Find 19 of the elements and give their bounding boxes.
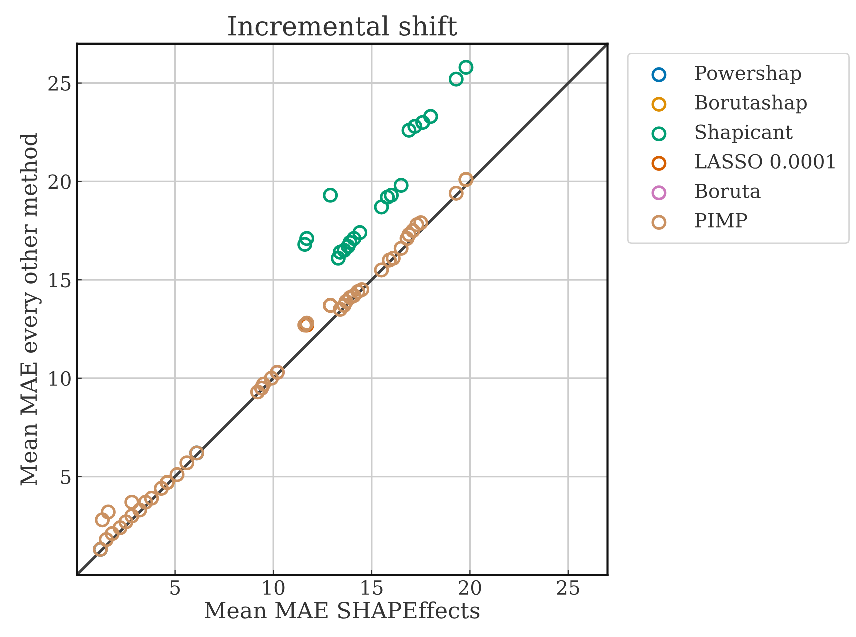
legend-label: LASSO 0.0001: [695, 154, 835, 169]
legend-label: Shapicant: [696, 124, 793, 144]
x-tick-label: 15: [362, 580, 383, 596]
y-tick-label: 15: [50, 273, 71, 288]
x-tick-label: 10: [264, 580, 285, 596]
legend-label: Powershap: [695, 65, 802, 84]
y-tick-label: 20: [48, 174, 71, 190]
legend-label: Borutashap: [695, 94, 807, 114]
legend-label: Boruta: [695, 184, 761, 198]
y-tick-label: 5: [61, 470, 71, 484]
chart-title: Incremental shift: [228, 16, 458, 36]
y-axis-title: Mean MAE every other method: [20, 133, 42, 486]
x-tick-label: 5: [170, 580, 180, 596]
legend-label: PIMP: [695, 214, 748, 228]
x-tick-label: 25: [557, 580, 580, 596]
y-tick-label: 25: [48, 76, 71, 91]
x-tick-label: 20: [459, 580, 482, 596]
x-axis-title: Mean MAE SHAPEffects: [205, 602, 480, 619]
y-tick-label: 10: [50, 371, 71, 386]
